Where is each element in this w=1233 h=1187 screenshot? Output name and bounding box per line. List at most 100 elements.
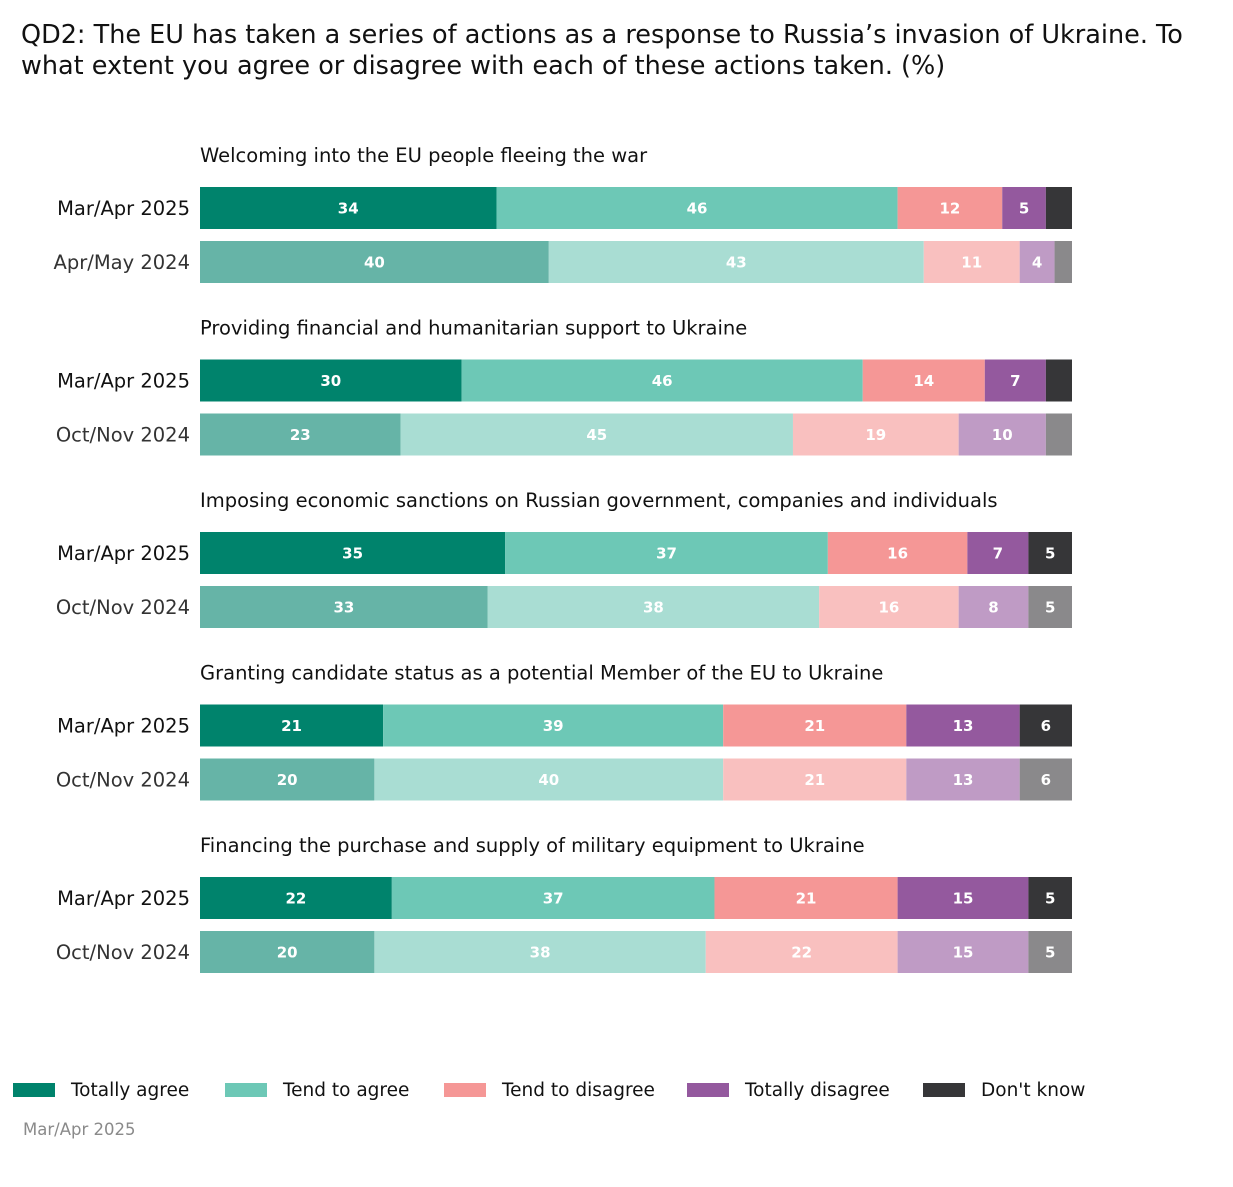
question-group-4: Granting candidate status as a potential… (56, 662, 1072, 801)
data-label: 21 (796, 890, 817, 908)
data-label: 22 (791, 944, 812, 962)
data-label: 21 (281, 717, 302, 735)
legend-swatch (923, 1083, 965, 1097)
question-group-3: Imposing economic sanctions on Russian g… (56, 489, 1072, 628)
data-label: 8 (988, 599, 998, 617)
legend-label: Tend to agree (283, 1079, 410, 1101)
legend-label: Totally disagree (745, 1079, 890, 1101)
data-label: 16 (878, 599, 899, 617)
data-label: 38 (643, 599, 664, 617)
bar-segment (548, 241, 924, 283)
bar-segment (705, 931, 898, 973)
bar-segment (984, 359, 1046, 402)
bar-segment (1045, 413, 1072, 456)
data-label: 13 (953, 771, 974, 789)
row-label: Oct/Nov 2024 (56, 769, 190, 792)
bar-segment (200, 532, 506, 574)
row-label: Oct/Nov 2024 (56, 941, 190, 964)
row-label: Mar/Apr 2025 (57, 370, 190, 393)
data-label: 20 (277, 944, 298, 962)
row-label: Oct/Nov 2024 (56, 596, 190, 619)
legend-item: Don't know (923, 1078, 1085, 1102)
data-label: 12 (939, 200, 960, 218)
bar-segment (967, 532, 1029, 574)
legend-label: Don't know (981, 1079, 1086, 1101)
bar-segment (391, 877, 715, 919)
data-label: 33 (333, 599, 354, 617)
bar-segment (400, 413, 793, 456)
data-label: 21 (804, 717, 825, 735)
bar-segment (200, 931, 375, 973)
data-label: 43 (726, 254, 747, 272)
question-title: Providing financial and humanitarian sup… (200, 317, 747, 340)
bar-segment (827, 532, 968, 574)
bar-segment (958, 586, 1029, 628)
data-label: 5 (1045, 599, 1055, 617)
legend-label: Totally agree (71, 1079, 190, 1101)
bar-segment (819, 586, 959, 628)
data-label: 5 (1045, 545, 1055, 563)
data-label: 5 (1045, 890, 1055, 908)
legend-item: Totally agree (13, 1078, 189, 1102)
bar-segment (1019, 704, 1072, 747)
question-title: Granting candidate status as a potential… (200, 662, 883, 685)
data-label: 5 (1019, 200, 1029, 218)
data-label: 21 (804, 771, 825, 789)
bar-segment (487, 586, 820, 628)
data-label: 40 (538, 771, 559, 789)
data-label: 13 (953, 717, 974, 735)
bar-segment (200, 187, 497, 229)
question-group-2: Providing financial and humanitarian sup… (56, 317, 1072, 456)
data-label: 34 (338, 200, 359, 218)
data-label: 15 (953, 944, 974, 962)
bar-segment (1028, 586, 1072, 628)
data-label: 20 (277, 771, 298, 789)
legend-swatch (444, 1083, 486, 1097)
data-label: 5 (1045, 944, 1055, 962)
row-label: Mar/Apr 2025 (57, 197, 190, 220)
data-label: 6 (1041, 717, 1051, 735)
bar-segment (505, 532, 828, 574)
row-label: Mar/Apr 2025 (57, 715, 190, 738)
bar-segment (897, 187, 1003, 229)
bar-segment (897, 931, 1029, 973)
row-label: Apr/May 2024 (54, 251, 190, 274)
data-label: 14 (913, 372, 934, 390)
stacked-bar-chart: Welcoming into the EU people fleeing the… (54, 144, 1072, 973)
bar-segment (906, 704, 1020, 747)
bar-segment (1002, 187, 1046, 229)
legend-label: Tend to disagree (502, 1079, 655, 1101)
bar-segment (200, 413, 401, 456)
bar-segment (906, 758, 1020, 801)
bar-segment (200, 877, 392, 919)
data-label: 39 (543, 717, 564, 735)
row-label: Oct/Nov 2024 (56, 424, 190, 447)
data-label: 46 (687, 200, 708, 218)
bar-segment (1019, 758, 1072, 801)
legend-swatch (687, 1083, 729, 1097)
bar-segment (1045, 359, 1072, 402)
bar-segment (1045, 187, 1072, 229)
data-label: 40 (364, 254, 385, 272)
bar-segment (496, 187, 898, 229)
data-label: 35 (342, 545, 363, 563)
bar-segment (923, 241, 1020, 283)
bar-segment (862, 359, 985, 402)
bar-segment (723, 758, 907, 801)
data-label: 7 (993, 545, 1003, 563)
bar-segment (200, 359, 462, 402)
data-label: 23 (290, 426, 311, 444)
data-label: 30 (320, 372, 341, 390)
data-label: 46 (652, 372, 673, 390)
legend-item: Tend to agree (225, 1078, 409, 1102)
legend-swatch (225, 1083, 267, 1097)
bar-segment (374, 931, 706, 973)
bar-segment (1054, 241, 1072, 283)
bar-segment (897, 877, 1029, 919)
row-label: Mar/Apr 2025 (57, 887, 190, 910)
question-title: Imposing economic sanctions on Russian g… (200, 489, 998, 512)
data-label: 38 (530, 944, 551, 962)
data-label: 4 (1032, 254, 1042, 272)
bar-segment (792, 413, 959, 456)
data-label: 37 (656, 545, 677, 563)
